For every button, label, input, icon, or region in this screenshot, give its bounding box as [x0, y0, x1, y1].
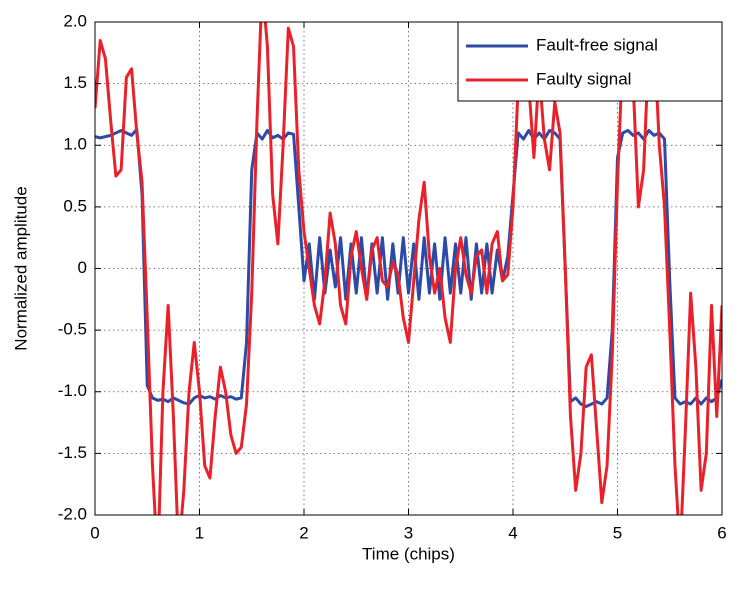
y-tick-label: 1.0	[63, 135, 87, 154]
y-tick-label: -2.0	[58, 504, 87, 523]
y-tick-label: -1.0	[58, 381, 87, 400]
lines	[95, 22, 722, 515]
x-tick-label: 2	[299, 523, 308, 542]
series-line	[95, 22, 722, 515]
y-tick-label: 2.0	[63, 11, 87, 30]
y-tick-label: 0	[78, 258, 87, 277]
y-axis-label: Normalized amplitude	[11, 186, 30, 350]
legend: Fault-free signal Faulty signal	[457, 21, 723, 102]
y-tick-label: 0.5	[63, 196, 87, 215]
y-tick-label: -0.5	[58, 320, 87, 339]
x-tick-label: 6	[717, 523, 726, 542]
x-tick-label: 0	[90, 523, 99, 542]
ticks: 0 1 2 3 4 5 6 -2.0 -1.5 -1.0 -0.5 0 0.5 1.0 1.5 2.0	[58, 11, 727, 542]
x-tick-label: 5	[613, 523, 622, 542]
legend-label: Faulty signal	[536, 69, 631, 88]
legend-box	[457, 21, 723, 102]
x-tick-label: 1	[195, 523, 204, 542]
x-tick-label: 3	[404, 523, 413, 542]
legend-label: Fault-free signal	[536, 35, 658, 54]
x-axis-label: Time (chips)	[362, 544, 455, 563]
y-tick-label: -1.5	[58, 443, 87, 462]
x-tick-label: 4	[508, 523, 517, 542]
y-tick-label: 1.5	[63, 73, 87, 92]
